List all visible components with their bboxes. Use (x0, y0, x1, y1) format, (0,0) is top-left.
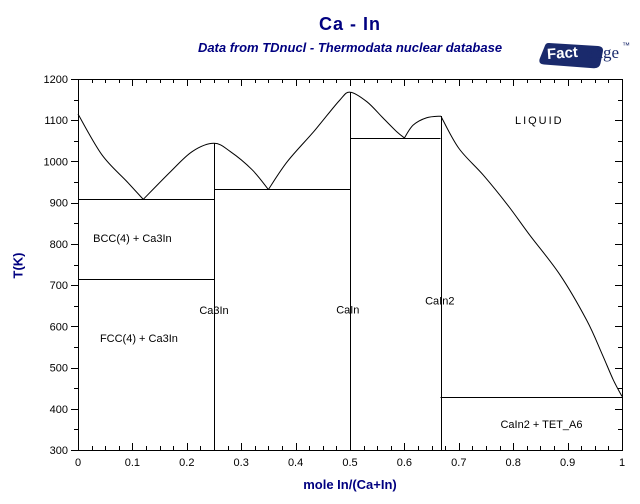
liquidus-curve (403, 115, 441, 139)
y-tick-label: 400 (50, 404, 68, 416)
chart-subtitle: Data from TDnucl - Thermodata nuclear da… (197, 40, 503, 55)
y-tick-label: 600 (50, 321, 68, 333)
x-tick-label: 0.9 (560, 457, 575, 469)
x-tick-label: 0.4 (288, 457, 303, 469)
x-tick-label: 1 (619, 457, 625, 469)
y-tick-label: 1200 (44, 74, 68, 86)
y-tick-label: 300 (50, 445, 68, 457)
axis-ticks (71, 79, 623, 451)
tick-labels: 0 0.1 0.2 0.3 0.4 0.5 0.6 0.7 0.8 0.9 1 300 400 500 60… (44, 74, 626, 469)
liquidus-curve (77, 113, 144, 200)
region-label: CaIn2 (425, 295, 454, 307)
liquidus-curves (77, 91, 623, 397)
y-axis-label: T(K) (10, 252, 26, 279)
y-tick-label: 800 (50, 239, 68, 251)
x-axis-label: mole In/(Ca+In) (303, 477, 397, 492)
region-label: FCC(4) + Ca3In (100, 333, 178, 345)
region-label: Ca3In (199, 305, 228, 317)
x-tick-label: 0.3 (234, 457, 249, 469)
liquidus-curve (267, 91, 405, 190)
liquidus-curve (440, 115, 623, 397)
y-tick-label: 700 (50, 280, 68, 292)
factsage-logo: Fact Sage ™ (538, 40, 636, 70)
factsage-logo-mark (539, 42, 603, 69)
y-tick-label: 1100 (44, 115, 68, 127)
y-tick-label: 500 (50, 363, 68, 375)
x-tick-label: 0 (75, 457, 81, 469)
y-tick-label: 1000 (44, 156, 68, 168)
x-tick-label: 0.2 (179, 457, 194, 469)
x-tick-label: 0.6 (397, 457, 412, 469)
liquidus-curve (142, 142, 269, 200)
region-label: LIQUID (515, 115, 564, 127)
y-tick-label: 900 (50, 198, 68, 210)
phase-boundaries (78, 92, 622, 450)
region-label: CaIn (336, 304, 359, 316)
region-labels: BCC(4) + Ca3In FCC(4) + Ca3In Ca3In CaIn CaI… (93, 115, 582, 431)
logo-text-sage: Sage (586, 43, 620, 62)
x-tick-label: 0.7 (451, 457, 466, 469)
chart-title: Ca - In (318, 14, 381, 34)
logo-trademark: ™ (622, 41, 630, 50)
x-tick-label: 0.8 (506, 457, 521, 469)
x-tick-label: 0.5 (342, 457, 357, 469)
region-label: BCC(4) + Ca3In (93, 233, 172, 245)
logo-flag-shape (539, 42, 603, 69)
region-label: CaIn2 + TET_A6 (500, 419, 582, 431)
x-tick-label: 0.1 (125, 457, 140, 469)
